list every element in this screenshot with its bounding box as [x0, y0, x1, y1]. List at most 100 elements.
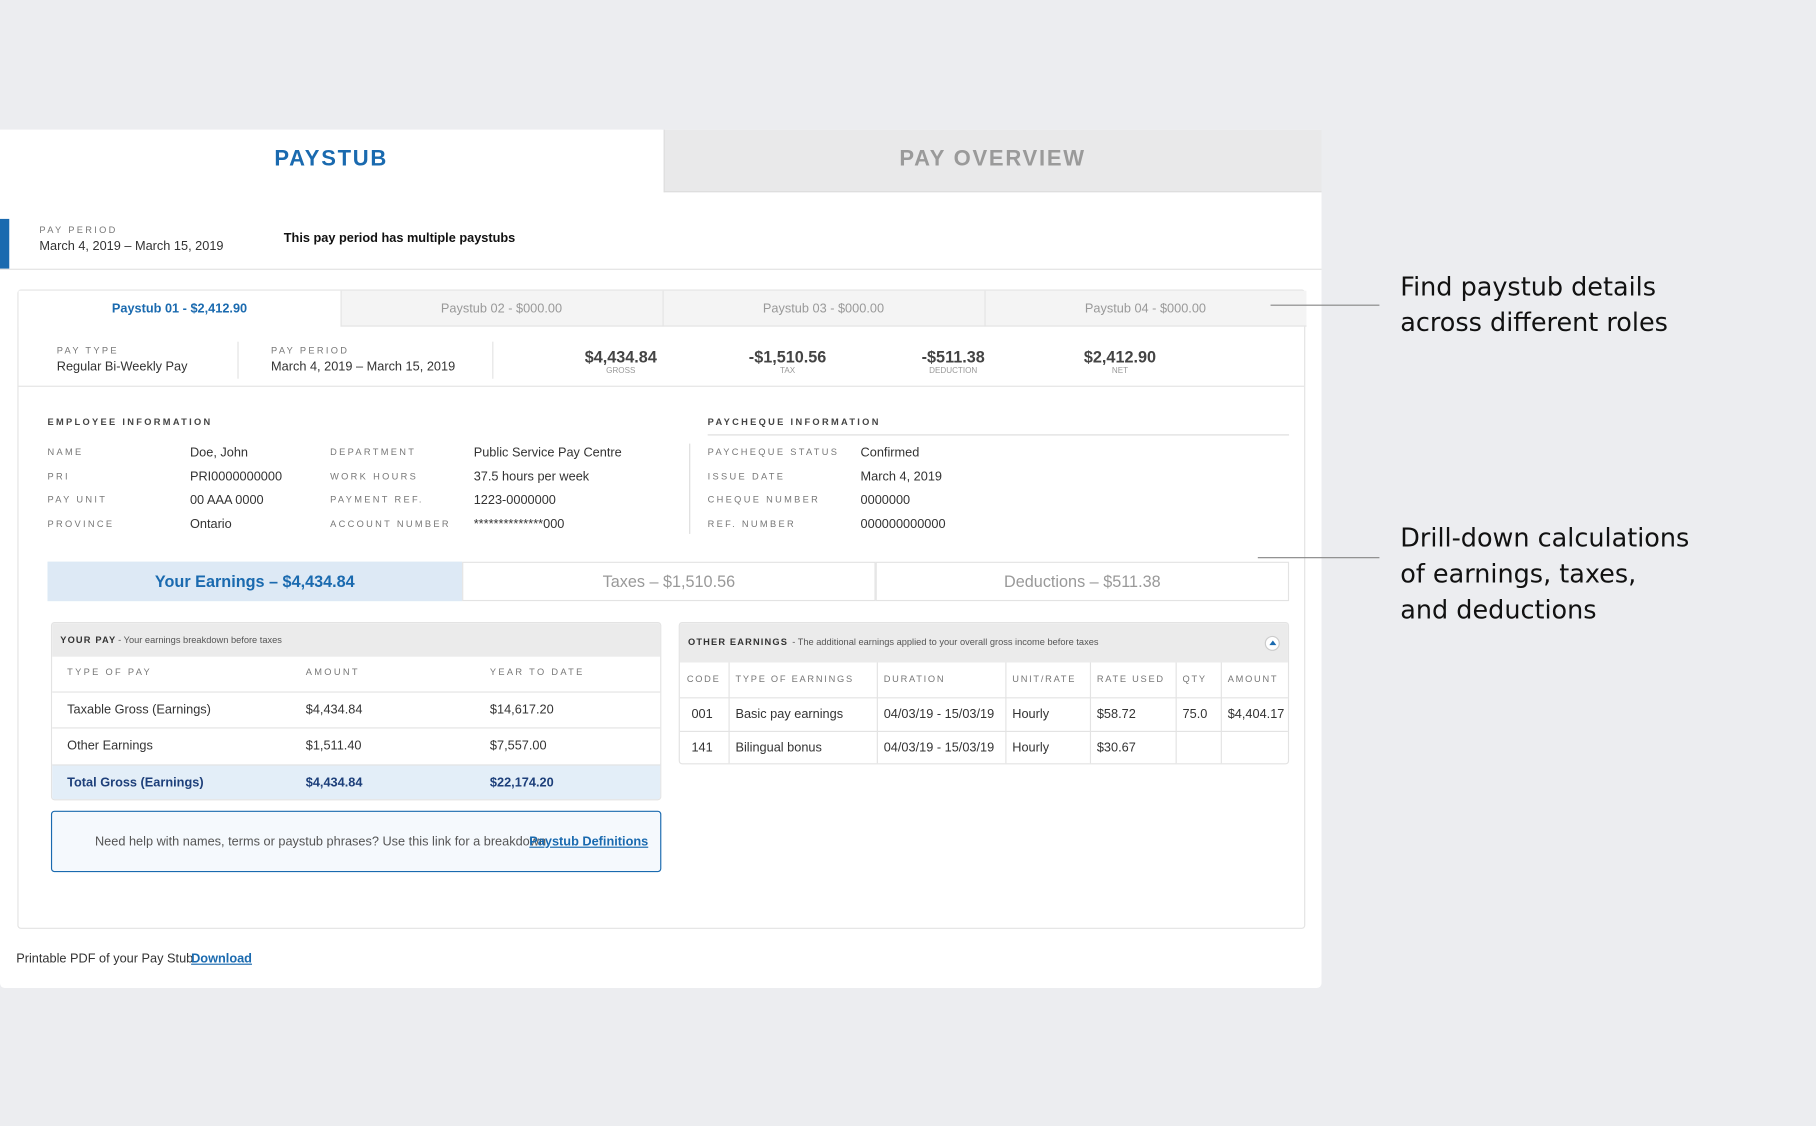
field-value: March 4, 2019: [860, 469, 942, 484]
cell: $22,174.20: [489, 775, 554, 790]
cell: $4,434.84: [305, 703, 363, 717]
total-value: -$1,510.56: [748, 347, 827, 366]
collapse-icon: [1269, 640, 1277, 646]
total-label: NET: [1111, 367, 1129, 376]
field-value: Ontario: [189, 517, 232, 532]
divider: [876, 662, 878, 764]
cell: 75.0: [1182, 707, 1208, 722]
total-value: -$511.38: [921, 347, 985, 366]
paystub-card: Paystub 01 - $2,412.90 Paystub 02 - $000.…: [17, 289, 1307, 929]
cell: 04/03/19 - 15/03/19: [883, 707, 995, 722]
paystub-tab[interactable]: [340, 290, 663, 327]
cell: Total Gross (Earnings): [67, 775, 204, 790]
paystub-tab-label: Paystub 02 - $000.00: [440, 302, 563, 317]
table-title: YOUR PAY: [60, 634, 117, 646]
divider: [237, 341, 239, 379]
help-box: Need help with names, terms or paystub p…: [50, 810, 662, 873]
field-value: 000000000000: [860, 517, 946, 532]
paystub-tab[interactable]: [984, 290, 1307, 327]
other-earnings-table: OTHER EARNINGS - The additional earnings …: [678, 621, 1290, 765]
breakdown-tab[interactable]: [47, 561, 463, 602]
value: March 4, 2019 – March 15, 2019: [271, 360, 456, 375]
field-value: PRI0000000000: [189, 469, 283, 484]
table-row: [52, 691, 661, 728]
field-value: 37.5 hours per week: [473, 469, 590, 484]
divider: [1220, 662, 1222, 764]
column-header: AMOUNT: [305, 667, 360, 678]
cell: 141: [691, 741, 713, 756]
column-header: QTY: [1182, 674, 1207, 685]
divider: [689, 443, 691, 534]
cell: Taxable Gross (Earnings): [67, 703, 211, 717]
table-header: [679, 623, 1288, 663]
label: PAY PERIOD: [39, 224, 118, 236]
annotation: Find paystub details: [1400, 273, 1657, 303]
divider: [679, 730, 1288, 732]
column-header: TYPE OF PAY: [67, 667, 153, 678]
field-value: 0000000: [860, 493, 911, 508]
table-subtitle: - Your earnings breakdown before taxes: [118, 634, 282, 646]
cell: Basic pay earnings: [735, 707, 844, 722]
table-title: OTHER EARNINGS: [687, 637, 789, 648]
total-label: DEDUCTION: [929, 367, 978, 376]
annotation: of earnings, taxes,: [1400, 560, 1637, 590]
paystub-tab[interactable]: [18, 290, 341, 327]
paystub-tab-label: Paystub 01 - $2,412.90: [111, 302, 248, 317]
paystub-tab-label: Paystub 03 - $000.00: [762, 302, 885, 317]
table-subtitle: - The additional earnings applied to you…: [792, 637, 1099, 648]
divider: [1089, 662, 1092, 764]
tab-label: PAYSTUB: [274, 147, 389, 172]
breakdown-tab-label: Deductions – $511.38: [1004, 572, 1161, 591]
help-link[interactable]: Paystub Definitions: [529, 835, 649, 849]
cell: Hourly: [1012, 707, 1050, 722]
cell: 001: [691, 707, 713, 722]
column-header: YEAR TO DATE: [489, 667, 585, 678]
field-value: Doe, John: [189, 445, 249, 460]
label: PAY PERIOD: [271, 345, 350, 356]
cell: 04/03/19 - 15/03/19: [883, 741, 995, 756]
total-label: TAX: [779, 367, 796, 376]
cell: $30.67: [1096, 741, 1136, 756]
cell: Bilingual bonus: [735, 741, 822, 756]
value: Regular Bi-Weekly Pay: [56, 360, 188, 375]
total-label: GROSS: [606, 367, 636, 376]
divider: [728, 662, 730, 764]
divider: [0, 268, 1322, 270]
column-header: RATE USED: [1096, 674, 1165, 685]
breakdown-tab[interactable]: [875, 561, 1290, 602]
notice: This pay period has multiple paystubs: [283, 231, 516, 246]
field-label: ISSUE DATE: [707, 471, 786, 482]
annotation: Drill-down calculations: [1400, 524, 1690, 554]
footer-text: Printable PDF of your Pay Stub: [16, 952, 194, 966]
column-header: TYPE OF EARNINGS: [735, 674, 854, 685]
annotation: and deductions: [1400, 596, 1597, 626]
field-label: PRI: [47, 471, 70, 482]
column-header: AMOUNT: [1227, 674, 1279, 685]
label: PAY TYPE: [56, 345, 119, 356]
divider: [1175, 662, 1177, 764]
cell: $1,511.40: [305, 739, 362, 754]
cell: $58.72: [1096, 707, 1136, 722]
tab[interactable]: [663, 129, 1322, 193]
breakdown-tab[interactable]: [462, 561, 876, 602]
field-label: PAYCHEQUE STATUS: [707, 447, 840, 458]
divider: [492, 341, 494, 379]
footer-link[interactable]: Download: [191, 952, 252, 966]
breakdown-tab-label: Your Earnings – $4,434.84: [154, 572, 355, 591]
field-value: 00 AAA 0000: [189, 493, 264, 508]
divider: [707, 434, 1290, 436]
paystub-tab-label: Paystub 04 - $000.00: [1084, 302, 1207, 317]
divider: [679, 697, 1288, 699]
field-label: PROVINCE: [47, 518, 115, 530]
table-header: [52, 623, 661, 657]
field-label: WORK HOURS: [330, 471, 419, 482]
paystub-tab[interactable]: [662, 290, 985, 327]
cell: $4,434.84: [305, 775, 363, 790]
field-label: NAME: [47, 447, 84, 458]
divider: [18, 385, 1305, 387]
divider: [1257, 557, 1380, 559]
divider: [1270, 304, 1380, 306]
tab[interactable]: [0, 129, 663, 192]
